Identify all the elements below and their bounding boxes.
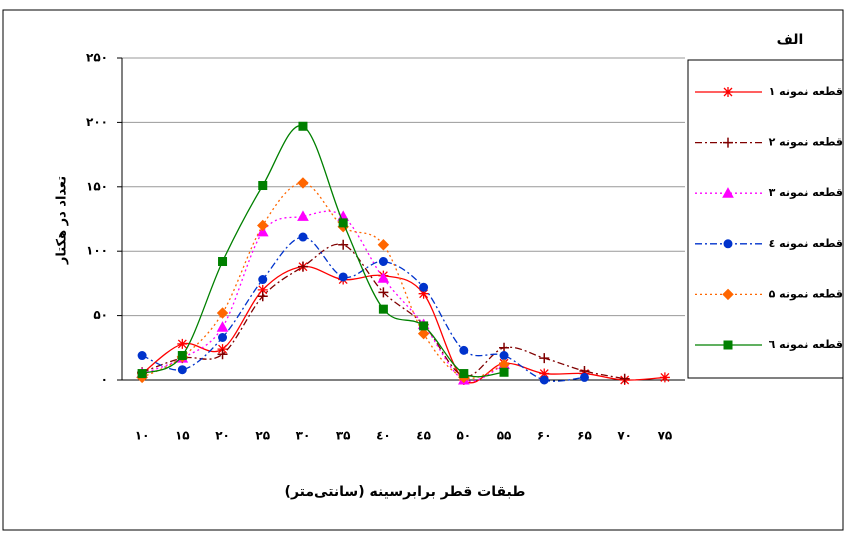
x-axis-label: طبقات قطر برابرسینه (سانتی‌متر) xyxy=(285,484,526,500)
x-tick-label: ٤۵ xyxy=(416,429,431,443)
marker xyxy=(258,275,268,285)
legend-label: قطعه نمونه ٤ xyxy=(769,237,843,250)
x-tick-label: ۱۰ xyxy=(135,429,150,443)
x-tick-label: ۶۰ xyxy=(537,429,552,443)
y-tick-label: ۱۵۰ xyxy=(86,179,108,193)
marker xyxy=(378,287,389,298)
marker xyxy=(218,257,228,267)
y-tick-label: ۲۰۰ xyxy=(86,115,108,129)
marker xyxy=(257,284,268,295)
marker xyxy=(378,304,388,314)
y-tick-label: ۱۰۰ xyxy=(86,244,108,258)
y-tick-label: ۵۰ xyxy=(93,308,108,322)
marker xyxy=(723,239,733,249)
marker xyxy=(298,232,308,242)
marker xyxy=(257,219,269,232)
marker xyxy=(377,239,390,251)
x-tick-label: ۳۰ xyxy=(296,429,311,443)
y-axis-label: تعداد در هکتار xyxy=(55,176,70,265)
marker xyxy=(419,321,429,331)
marker xyxy=(177,365,187,375)
legend-label: قطعه نمونه ۲ xyxy=(769,136,843,149)
marker xyxy=(619,373,630,384)
x-tick-label: ۷۰ xyxy=(617,429,632,443)
marker xyxy=(499,367,509,377)
y-tick-label: ۰ xyxy=(101,373,108,387)
legend-label: قطعه نمونه ۱ xyxy=(769,85,843,98)
series-line xyxy=(141,210,505,382)
series-line xyxy=(141,266,665,384)
marker xyxy=(298,121,308,131)
marker xyxy=(217,344,228,355)
marker xyxy=(297,210,309,221)
x-tick-label: ۵۵ xyxy=(497,429,512,443)
marker xyxy=(722,187,734,198)
marker xyxy=(216,307,229,319)
marker xyxy=(539,375,549,385)
marker xyxy=(216,321,229,332)
marker xyxy=(137,351,147,361)
legend-label: قطعه نمونه ٦ xyxy=(769,338,843,351)
legend-box xyxy=(687,59,844,379)
marker xyxy=(723,340,733,350)
marker xyxy=(499,351,509,361)
x-tick-label: ۵۰ xyxy=(456,429,471,443)
x-tick-label: ۲۰ xyxy=(215,429,230,443)
marker xyxy=(539,368,550,379)
marker xyxy=(257,291,268,302)
marker xyxy=(256,225,269,237)
marker xyxy=(258,181,268,191)
marker xyxy=(659,372,670,383)
marker xyxy=(377,272,390,283)
marker xyxy=(459,369,469,379)
x-tick-label: ۳۵ xyxy=(336,429,351,443)
marker xyxy=(378,257,388,267)
legend-label: قطعه نمونه ۳ xyxy=(769,186,843,199)
x-tick-label: ٤۰ xyxy=(376,429,391,443)
marker xyxy=(722,288,734,301)
x-tick-label: ۷۵ xyxy=(658,429,673,443)
marker xyxy=(417,327,430,340)
x-tick-label: ۲۵ xyxy=(255,429,270,443)
marker xyxy=(177,351,187,361)
marker xyxy=(418,288,429,299)
marker xyxy=(297,261,308,272)
marker xyxy=(723,137,733,148)
legend-label: قطعه نمونه ۵ xyxy=(769,287,843,300)
marker xyxy=(218,332,228,342)
marker xyxy=(723,87,733,97)
marker xyxy=(297,177,309,189)
y-tick-label: ۲۵۰ xyxy=(86,51,108,65)
marker xyxy=(539,353,550,364)
marker xyxy=(419,282,429,292)
marker xyxy=(338,218,348,228)
marker xyxy=(338,239,349,250)
marker xyxy=(217,349,228,360)
marker xyxy=(579,372,589,382)
chart-title: الف xyxy=(777,32,804,48)
marker xyxy=(338,272,348,282)
marker xyxy=(137,369,147,379)
series-line xyxy=(141,125,505,378)
marker xyxy=(459,345,469,355)
x-tick-label: ۶۵ xyxy=(577,429,592,443)
x-tick-label: ۱۵ xyxy=(175,429,190,443)
marker xyxy=(177,338,188,349)
